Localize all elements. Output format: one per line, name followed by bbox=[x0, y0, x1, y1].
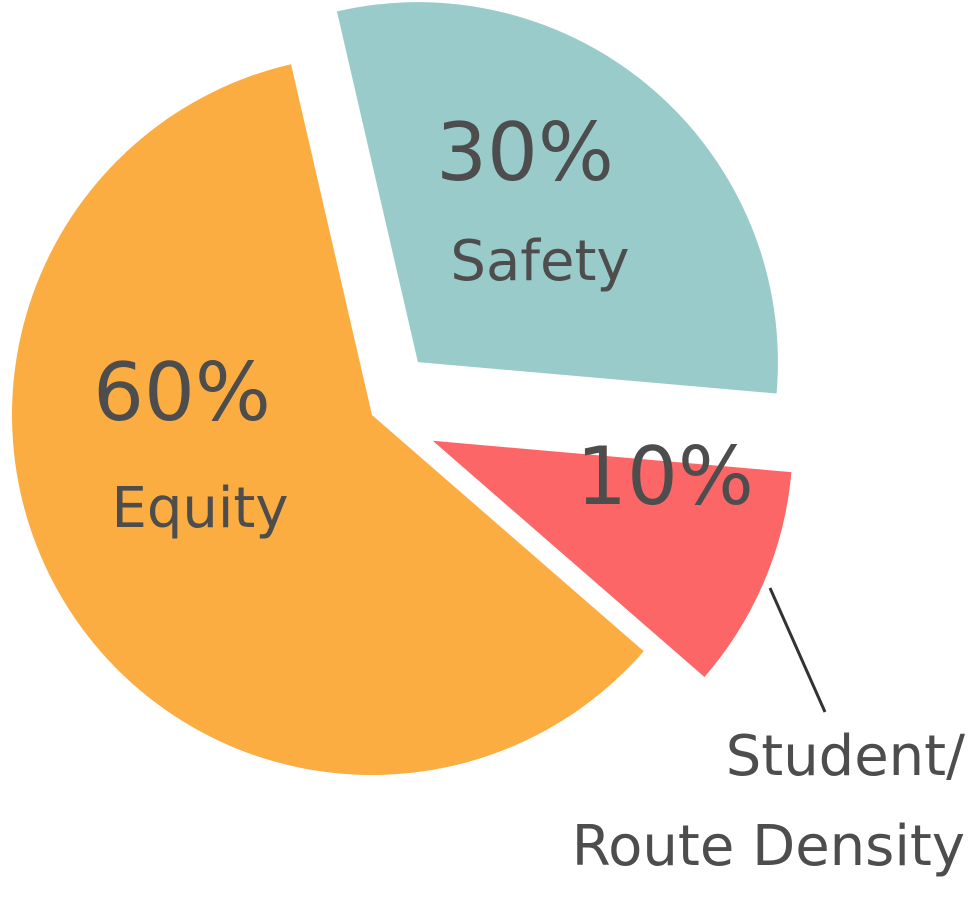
value-label: 60% bbox=[93, 346, 271, 439]
category-label-line: Route Density bbox=[572, 814, 965, 879]
value-label: 10% bbox=[576, 430, 754, 523]
category-label: Equity bbox=[111, 476, 288, 541]
leader-line bbox=[768, 587, 827, 713]
pie-slice bbox=[336, 2, 778, 394]
value-label: 30% bbox=[436, 106, 614, 199]
pie-slice bbox=[432, 440, 792, 677]
category-label-line: Student/ bbox=[726, 724, 965, 789]
category-label: Safety bbox=[450, 229, 629, 294]
pie-slice bbox=[12, 64, 644, 775]
category-label: Student/Route Density bbox=[572, 724, 965, 879]
